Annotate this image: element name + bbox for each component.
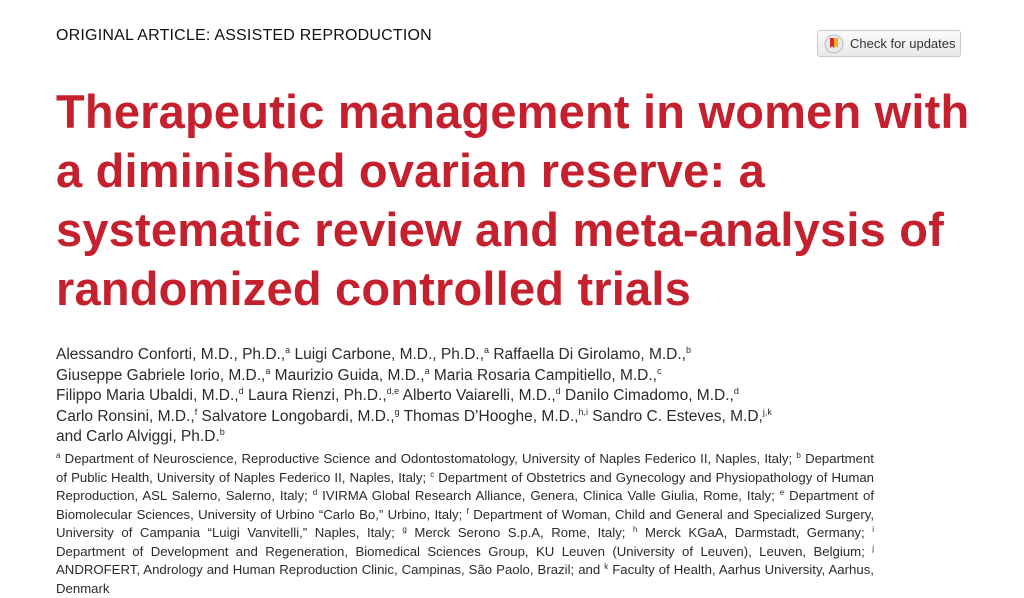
author: Luigi Carbone, M.D., Ph.D.,a (294, 345, 490, 364)
article-title: Therapeutic management in women with a d… (56, 85, 970, 315)
author: Alberto Vaiarelli, M.D.,d (402, 386, 561, 405)
affiliation: c Department of Obstetrics and Gynecolog… (56, 469, 874, 504)
author: Maurizio Guida, M.D.,a (274, 365, 430, 384)
author: Carlo Ronsini, M.D.,f (56, 406, 198, 425)
check-for-updates-label: Check for updates (850, 36, 956, 51)
affiliations: a Department of Neuroscience, Reproducti… (56, 450, 874, 598)
affiliation: i Department of Development and Regenera… (56, 525, 874, 559)
affiliation: b Department of Public Health, Universit… (56, 451, 874, 485)
article-section-label: ORIGINAL ARTICLE: ASSISTED REPRODUCTION (56, 27, 432, 44)
author: Alessandro Conforti, M.D., Ph.D.,a (56, 345, 291, 364)
affiliation: j ANDROFERT, Andrology and Human Reprodu… (56, 543, 874, 577)
affiliation: f Department of Woman, Child and General… (56, 506, 874, 541)
crossmark-icon (824, 34, 844, 54)
author: Sandro C. Esteves, M.D,j,k (592, 406, 772, 425)
author: Maria Rosaria Campitiello, M.D.,c (433, 365, 662, 384)
affiliation: h Merck KGaA, Darmstadt, Germany; (633, 525, 865, 540)
author: Giuseppe Gabriele Iorio, M.D.,a (56, 365, 271, 384)
author-list: Alessandro Conforti, M.D., Ph.D.,a Luigi… (56, 345, 956, 448)
author: Salvatore Longobardi, M.D.,g (201, 406, 400, 425)
affiliation: e Department of Biomolecular Sciences, U… (56, 488, 875, 522)
affiliation: a Department of Neuroscience, Reproducti… (56, 451, 793, 466)
author: Laura Rienzi, Ph.D.,d,e (247, 386, 400, 405)
check-for-updates-button[interactable]: Check for updates (817, 30, 961, 57)
author: Filippo Maria Ubaldi, M.D.,d (56, 386, 244, 405)
author: Thomas D’Hooghe, M.D.,h,i (403, 406, 588, 425)
author: Danilo Cimadomo, M.D.,d (565, 386, 739, 405)
author: and Carlo Alviggi, Ph.D.b (56, 427, 225, 446)
affiliation: g Merck Serono S.p.A, Rome, Italy; (402, 525, 626, 540)
affiliation: d IVIRMA Global Research Alliance, Gener… (312, 488, 775, 503)
author: Raffaella Di Girolamo, M.D.,b (493, 345, 692, 364)
